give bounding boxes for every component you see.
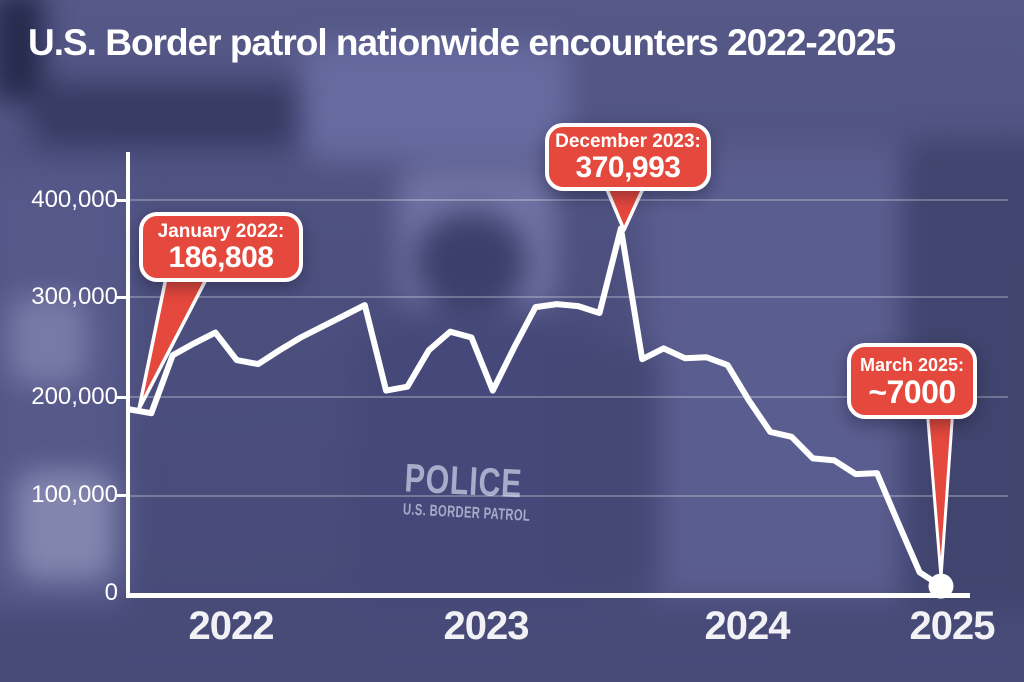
x-axis-label-2023: 2023 [443, 604, 530, 648]
x-axis-line [126, 593, 970, 598]
callout-march-2025: March 2025: ~7000 [847, 343, 977, 419]
callout-label: January 2022: [157, 220, 285, 242]
x-axis-label-2022: 2022 [188, 604, 275, 648]
gridline-200k [130, 396, 1008, 398]
y-axis-label-400k: 400,000 [31, 186, 118, 213]
callout-label: March 2025: [859, 354, 965, 375]
callout-value: ~7000 [868, 373, 956, 410]
end-point-dot [928, 573, 954, 599]
x-axis-label-2024: 2024 [704, 604, 791, 648]
y-tick-100k [117, 494, 126, 497]
y-tick-300k [117, 296, 126, 299]
photo-light-spot-1 [8, 295, 88, 385]
callout-value: 370,993 [575, 150, 681, 184]
photo-officer-head [415, 212, 527, 312]
page-title: U.S. Border patrol nationwide encounters… [28, 22, 896, 63]
photo-light-figure [300, 42, 570, 160]
gridline-300k [130, 296, 1008, 298]
y-tick-400k [117, 199, 126, 202]
y-axis-label-300k: 300,000 [31, 283, 118, 310]
callout-tail-march-2025 [925, 406, 955, 579]
callout-value: 186,808 [168, 240, 274, 274]
photo-dark-corner [0, 0, 44, 100]
callout-december-2023: December 2023: 370,993 [545, 123, 711, 191]
y-tick-200k [117, 396, 126, 399]
callout-january-2022: January 2022: 186,808 [139, 212, 303, 282]
data-line [127, 225, 944, 590]
callout-label: December 2023: [555, 130, 701, 152]
y-axis-line [126, 152, 130, 595]
x-axis-label-2025: 2025 [909, 604, 996, 648]
y-axis-label-0: 0 [104, 579, 118, 606]
gridline-400k [130, 199, 1008, 201]
photo-dark-center-right [555, 345, 660, 595]
gridline-100k [130, 495, 1008, 497]
y-axis-label-200k: 200,000 [31, 383, 118, 410]
y-axis-label-100k: 100,000 [31, 481, 118, 508]
photo-light-spot-2 [15, 470, 115, 580]
